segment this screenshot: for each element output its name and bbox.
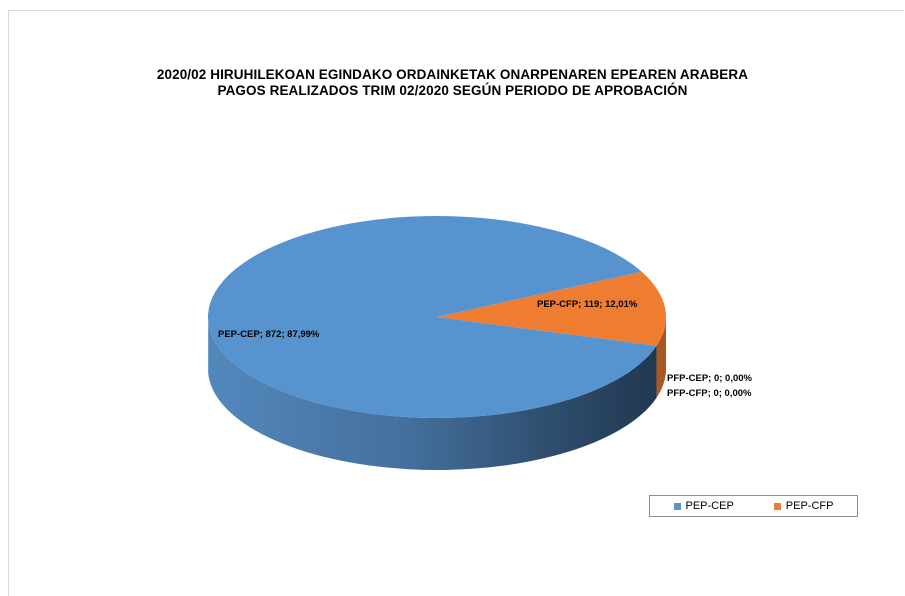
chart-frame [8,10,904,596]
pie-slice-pep-cep [208,215,657,418]
pie-side-pep-cfp [656,317,666,398]
chart-legend: PEP-CEP PEP-CFP [649,495,858,517]
legend-swatch-pep-cep [673,502,681,510]
data-label-pfp-cep: PFP-CEP; 0; 0,00% [667,373,753,384]
legend-label-pep-cep: PEP-CEP [685,500,734,512]
data-label-pep-cep: PEP-CEP; 872; 87,99% [218,329,320,340]
legend-label-pep-cfp: PEP-CFP [785,500,834,512]
legend-item-pep-cfp: PEP-CFP [773,500,834,512]
chart-subtitle: PAGOS REALIZADOS TRIM 02/2020 SEGÚN PERI… [217,83,688,98]
data-label-pfp-cfp: PFP-CFP; 0; 0,00% [667,388,752,399]
legend-swatch-pep-cfp [773,502,781,510]
pie-slice-pep-cfp [437,271,666,346]
data-label-pep-cfp: PEP-CFP; 119; 12,01% [537,299,638,310]
chart-title: 2020/02 HIRUHILEKOAN EGINDAKO ORDAINKETA… [156,67,749,82]
pie-side-pep-cep [208,321,657,471]
legend-item-pep-cep: PEP-CEP [673,500,734,512]
